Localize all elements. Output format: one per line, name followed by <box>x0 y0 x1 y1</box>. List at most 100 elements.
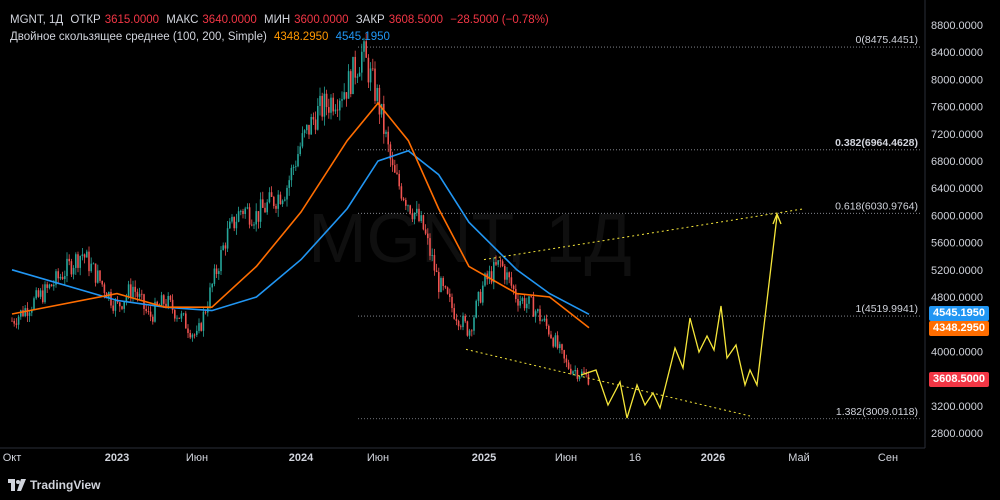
candle-body <box>356 76 359 78</box>
candle-body <box>218 271 220 275</box>
channel-upper-line <box>483 208 806 261</box>
candle-body <box>473 317 475 331</box>
candle-body <box>119 302 121 307</box>
y-tick-label: 6800.0000 <box>931 156 983 168</box>
candle-body <box>506 272 508 280</box>
candle-body <box>68 258 70 262</box>
candle-body <box>402 198 405 201</box>
candle-body <box>257 211 260 222</box>
candle-body <box>13 320 15 324</box>
candle-body <box>438 272 440 293</box>
candle-body <box>528 296 530 304</box>
candle-body <box>321 95 323 117</box>
candle-body <box>365 41 367 58</box>
candle-body <box>222 245 224 251</box>
candle-body <box>132 286 134 298</box>
candle-body <box>138 293 141 297</box>
open-label: ОТКР <box>70 14 101 26</box>
candle-body <box>468 330 471 336</box>
candle-body <box>99 270 101 281</box>
candle-body <box>299 146 301 155</box>
candle-body <box>262 199 264 208</box>
plot-area[interactable] <box>0 0 925 448</box>
tradingview-icon <box>8 479 26 491</box>
x-tick-label: 2023 <box>105 452 129 464</box>
candle-body <box>475 300 477 318</box>
candle-body <box>97 270 99 283</box>
candle-body <box>279 194 282 205</box>
candle-body <box>20 310 22 317</box>
candle-body <box>374 68 376 101</box>
ohlc-legend: MGNT, 1Д ОТКР 3615.0000 МАКС 3640.0000 МИН… <box>10 14 553 26</box>
candle-body <box>330 97 332 113</box>
fib-level-label: 0.382(6964.4628) <box>835 137 918 149</box>
last-price-tag: 3608.5000 <box>929 372 989 387</box>
candle-body <box>554 335 557 347</box>
candle-body <box>539 309 541 321</box>
candle-body <box>193 334 196 336</box>
candle-body <box>306 124 308 131</box>
candle-body <box>83 254 86 258</box>
candle-body <box>66 258 68 277</box>
candle-body <box>545 318 548 326</box>
candle-body <box>416 208 418 213</box>
fib-level-label: 0(8475.4451) <box>856 34 918 46</box>
candle-body <box>295 166 297 168</box>
candle-body <box>466 321 469 336</box>
candle-body <box>242 210 244 215</box>
candle-body <box>420 215 422 222</box>
candle-body <box>57 271 59 279</box>
candle-body <box>53 284 55 287</box>
candle-body <box>572 371 574 374</box>
candle-body <box>413 212 416 220</box>
candle-body <box>75 254 77 268</box>
candle-body <box>328 107 330 113</box>
candle-body <box>556 335 559 348</box>
tradingview-logo[interactable]: TradingView <box>8 478 100 492</box>
candle-body <box>33 298 35 310</box>
candle-body <box>532 296 535 317</box>
ma100-price-tag: 4348.2950 <box>929 321 989 336</box>
candle-body <box>264 207 266 213</box>
candle-body <box>77 254 79 268</box>
symbol-label[interactable]: MGNT, 1Д <box>10 14 64 26</box>
candle-body <box>70 261 73 275</box>
indicator-legend[interactable]: Двойное скользящее среднее (100, 200, Si… <box>10 31 394 43</box>
candle-body <box>385 131 387 134</box>
y-tick-label: 7600.0000 <box>931 102 983 114</box>
candle-body <box>64 276 66 280</box>
candle-body <box>433 255 436 271</box>
candle-body <box>369 68 372 83</box>
candle-body <box>409 205 411 214</box>
candle-body <box>72 267 75 275</box>
high-value: 3640.0000 <box>202 14 257 26</box>
candle-body <box>581 371 583 377</box>
candle-body <box>411 213 414 220</box>
candle-body <box>512 285 515 290</box>
fib-level-label: 1(4519.9941) <box>856 303 918 315</box>
candle-body <box>189 332 191 338</box>
change-value: −28.5000 (−0.78%) <box>450 14 549 26</box>
candle-body <box>504 266 506 280</box>
candle-body <box>574 370 576 372</box>
candle-body <box>15 323 18 325</box>
candle-body <box>499 260 502 262</box>
candle-body <box>457 321 460 327</box>
candle-body <box>165 303 167 307</box>
candle-body <box>11 320 13 322</box>
candle-body <box>347 71 350 99</box>
candle-body <box>277 194 279 209</box>
y-tick-label: 4000.0000 <box>931 346 983 358</box>
candle-body <box>103 284 106 294</box>
candle-body <box>147 311 150 312</box>
candle-body <box>160 295 163 306</box>
high-label: МАКС <box>166 14 199 26</box>
candle-body <box>325 93 328 108</box>
candle-body <box>317 106 319 130</box>
candle-body <box>431 255 433 256</box>
candle-body <box>44 284 46 303</box>
chart-watermark: MGNT, 1Д <box>308 199 632 277</box>
candle-body <box>55 271 57 285</box>
